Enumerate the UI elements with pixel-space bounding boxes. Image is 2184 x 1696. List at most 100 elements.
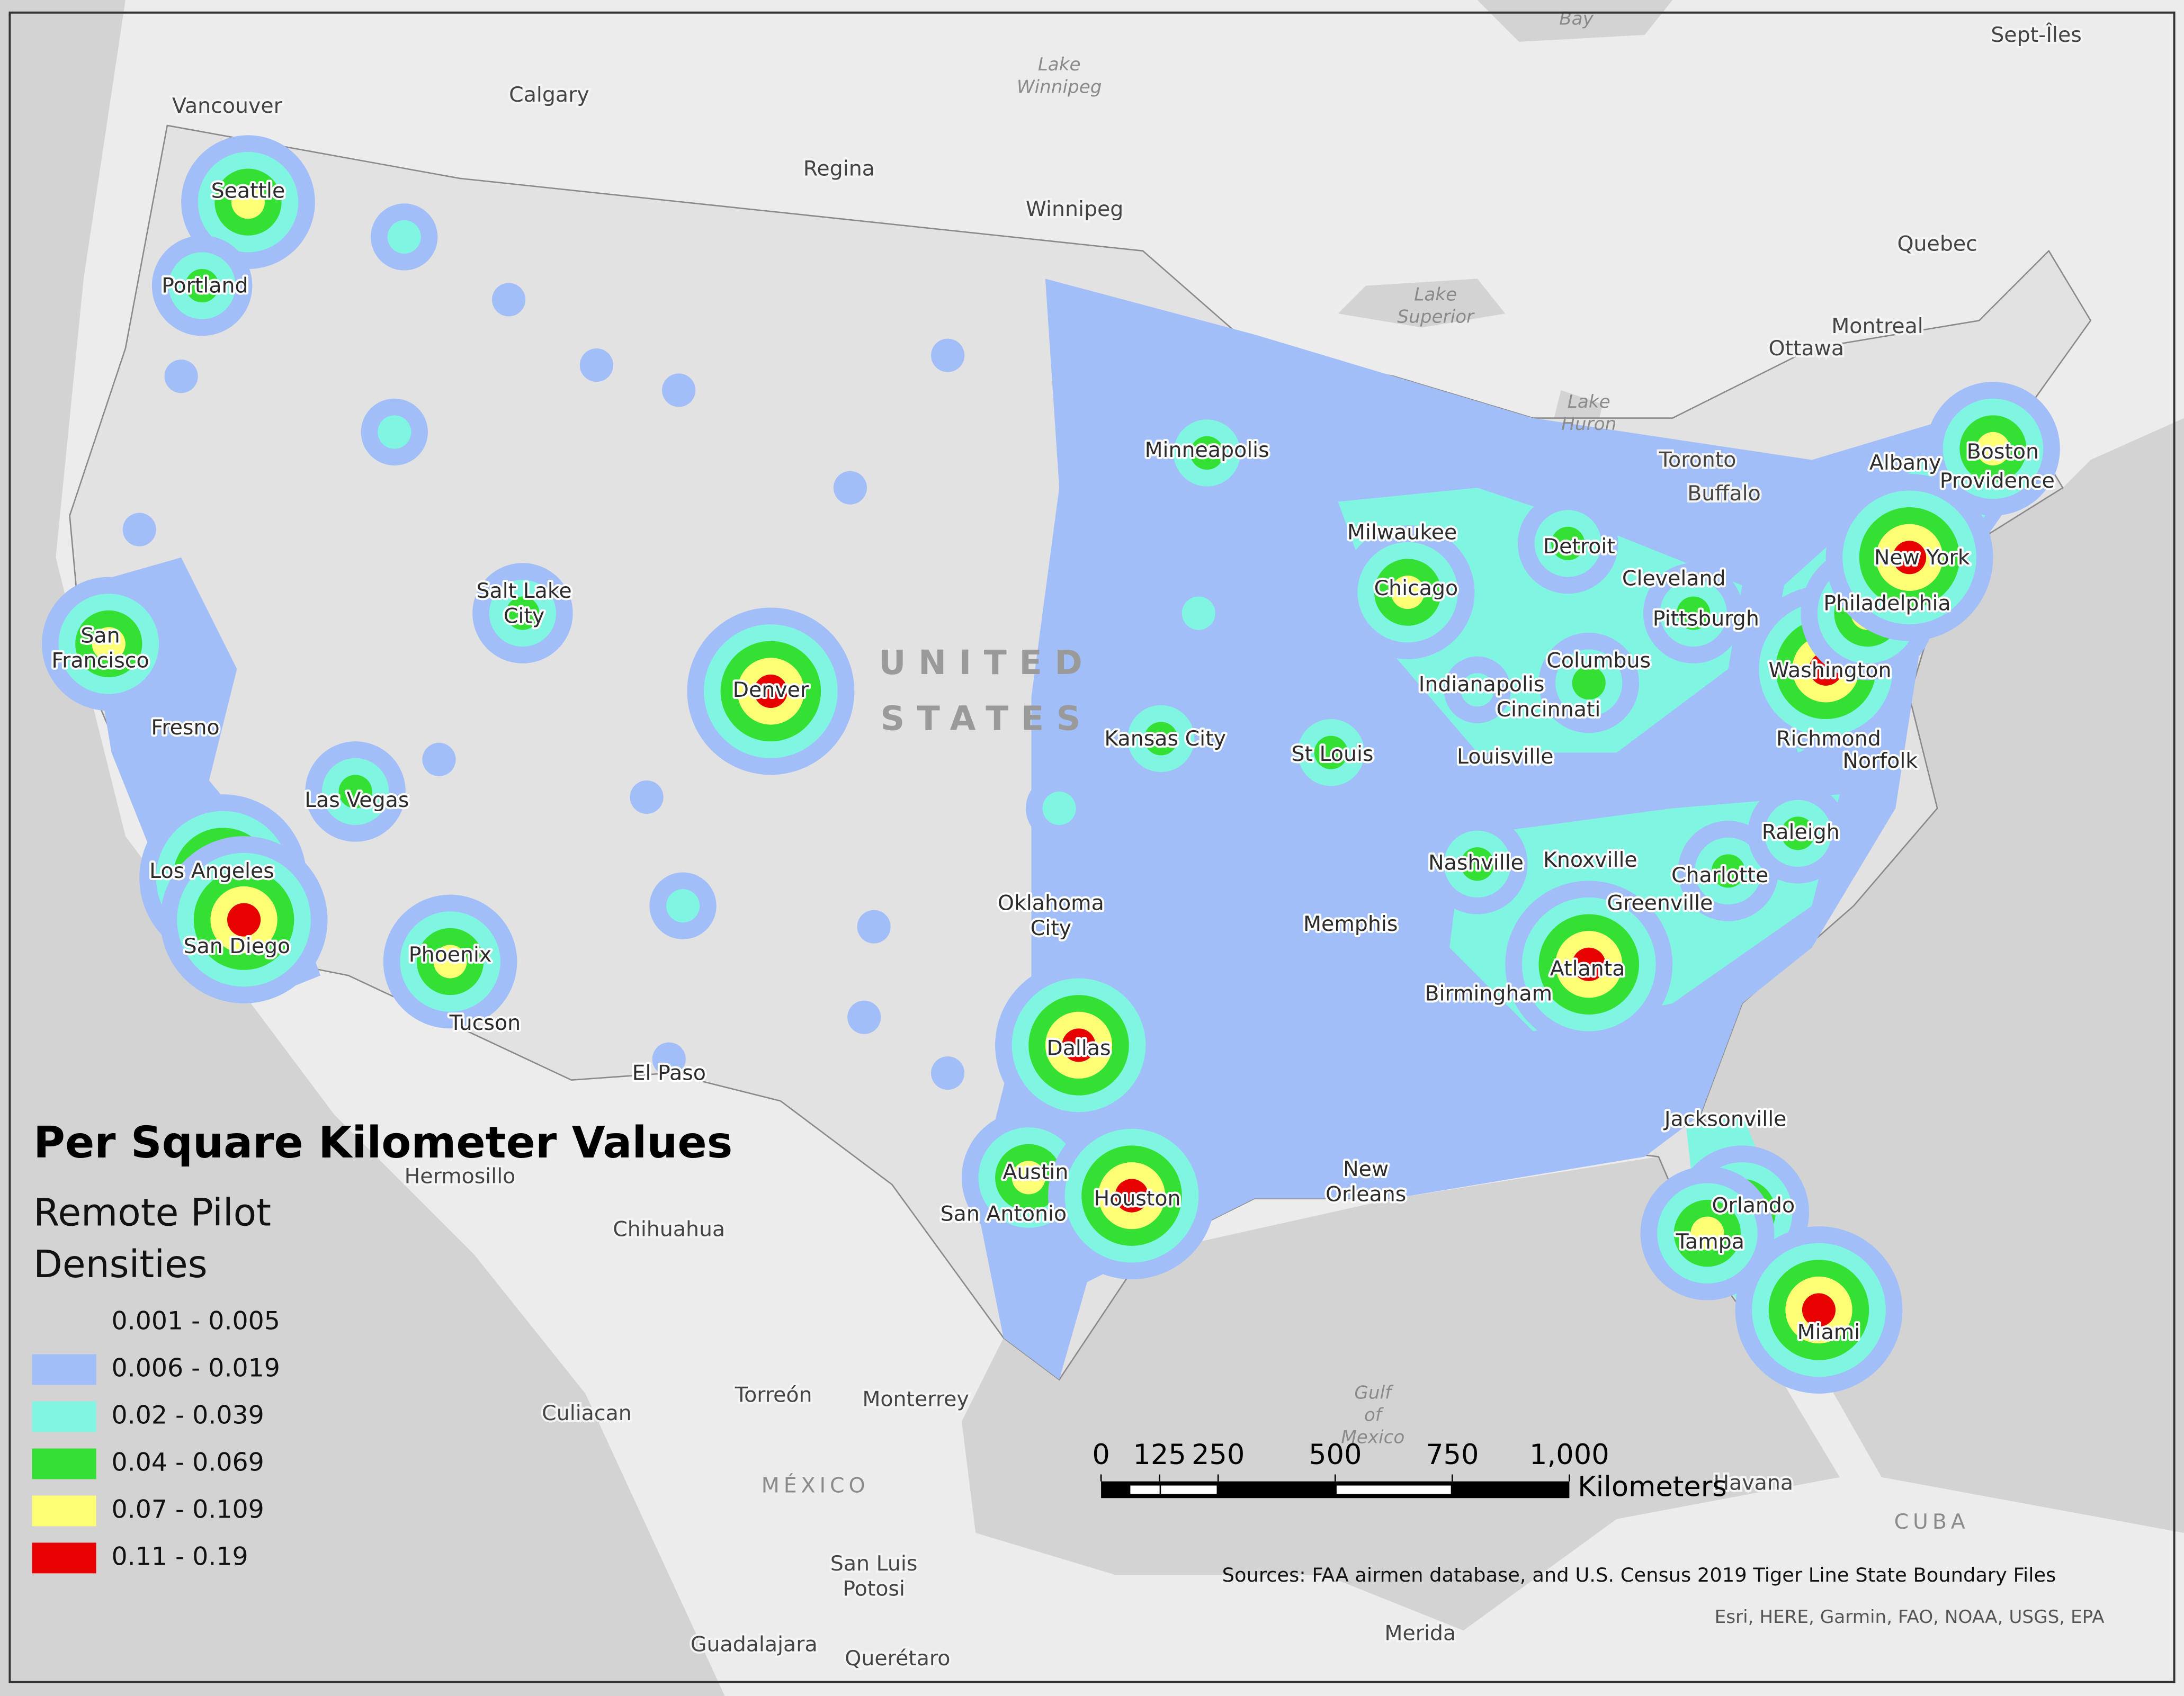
density-ring	[1144, 722, 1178, 756]
place-label: Orleans	[1326, 1182, 1406, 1207]
legend-swatch	[32, 1401, 96, 1432]
density-ring	[847, 1000, 881, 1034]
hudson-bay	[1477, 0, 1673, 42]
density-ring	[1697, 694, 1731, 728]
density-ring	[1572, 666, 1606, 700]
density-ring	[833, 471, 867, 505]
place-label: Toronto	[1659, 448, 1737, 472]
place-label: San Diego	[184, 934, 291, 958]
place-label: Vancouver	[172, 94, 283, 118]
legend-subtitle: Densities	[33, 1242, 208, 1286]
density-ring	[1802, 1293, 1836, 1327]
place-label: Chicago	[1374, 576, 1458, 600]
lake	[1338, 279, 1506, 328]
legend-swatch	[32, 1542, 96, 1574]
density-ring	[666, 889, 700, 923]
density-ring	[1690, 1216, 1724, 1250]
legend-swatch	[32, 1448, 96, 1479]
gulf	[961, 1156, 1840, 1631]
place-label: Minneapolis	[1145, 438, 1269, 462]
place-label: Memphis	[1303, 912, 1398, 936]
legend-title: Per Square Kilometer Values	[33, 1118, 732, 1168]
density-ring	[1042, 791, 1076, 825]
place-label: Potosi	[843, 1576, 905, 1601]
place-label: Salt Lake	[476, 579, 571, 603]
place-label: Phoenix	[409, 943, 492, 967]
place-label: STATES	[881, 698, 1093, 738]
place-label: Oklahoma	[998, 891, 1104, 916]
place-label: Calgary	[509, 83, 589, 107]
place-label: Guadalajara	[691, 1632, 818, 1657]
scale-tick-label: 250	[1192, 1439, 1245, 1471]
density-ring	[164, 360, 198, 393]
scale-tick-label: 1,000	[1529, 1439, 1609, 1471]
place-label: MÉXICO	[762, 1473, 870, 1498]
scale-unit: Kilometers	[1578, 1470, 1727, 1503]
place-label: Winnipeg	[1026, 197, 1124, 221]
place-label: of	[1364, 1404, 1384, 1425]
scale-bar-segment	[1336, 1485, 1451, 1494]
place-label: Orlando	[1712, 1194, 1795, 1218]
density-ring	[1181, 596, 1215, 630]
place-label: Portland	[162, 274, 248, 298]
legend-label: 0.02 - 0.039	[112, 1401, 264, 1430]
place-label: Lake	[1414, 284, 1457, 305]
place-label: Tucson	[449, 1011, 521, 1035]
place-label: Merida	[1384, 1621, 1456, 1646]
density-ring	[1190, 436, 1224, 470]
scale-tick-label: 125	[1133, 1439, 1186, 1471]
place-label: Culiacan	[542, 1401, 632, 1425]
place-label: Tampa	[1675, 1230, 1744, 1254]
place-label: Birmingham	[1425, 982, 1552, 1006]
place-label: Kansas City	[1104, 726, 1226, 751]
legend-label: 0.001 - 0.005	[112, 1307, 280, 1336]
density-ring	[1551, 526, 1585, 561]
density-ring	[1012, 1161, 1045, 1195]
place-label: Pittsburgh	[1653, 607, 1759, 631]
place-label: Greenville	[1607, 891, 1713, 916]
place-label: El Paso	[632, 1061, 706, 1085]
place-label: Raleigh	[1762, 820, 1840, 844]
scale-tick-label: 750	[1426, 1439, 1479, 1471]
place-label: City	[1031, 916, 1071, 940]
density-ring	[378, 415, 411, 449]
place-label: Ottawa	[1768, 336, 1844, 361]
place-label: Buffalo	[1687, 481, 1761, 506]
place-label: Milwaukee	[1347, 521, 1457, 545]
density-ring	[492, 283, 526, 317]
density-ring	[122, 513, 156, 546]
density-ring	[652, 1042, 686, 1076]
density-ring	[231, 185, 265, 219]
place-label: Montreal	[1831, 314, 1923, 338]
place-label: Francisco	[51, 649, 149, 673]
place-label: Las Vegas	[305, 788, 409, 812]
place-label: Columbus	[1546, 649, 1651, 673]
density-ring	[338, 775, 372, 809]
legend-label: 0.006 - 0.019	[112, 1354, 280, 1383]
place-label: Atlanta	[1550, 956, 1625, 981]
legend-swatch	[32, 1495, 96, 1527]
place-label: Winnipeg	[1017, 76, 1102, 97]
density-ring	[1461, 673, 1494, 707]
place-label: San	[80, 623, 120, 648]
place-label: Philadelphia	[1823, 591, 1950, 616]
density-ring	[1711, 854, 1745, 888]
place-label: Bay	[1559, 8, 1594, 29]
legend-subtitle: Remote Pilot	[33, 1190, 271, 1234]
legend-label: 0.11 - 0.19	[112, 1542, 248, 1571]
place-label: Richmond	[1776, 726, 1881, 751]
density-ring	[931, 1056, 965, 1090]
legend-label: 0.04 - 0.069	[112, 1448, 264, 1477]
legend-label: 0.07 - 0.109	[112, 1495, 264, 1524]
scale-tick-label: 0	[1092, 1439, 1109, 1471]
density-ring	[227, 903, 261, 937]
place-label: Fresno	[151, 715, 219, 740]
place-label: Mexico	[1341, 1427, 1404, 1448]
place-label: Norfolk	[1842, 749, 1918, 773]
place-label: City	[504, 604, 544, 628]
attribution: Esri, HERE, Garmin, FAO, NOAA, USGS, EPA	[1715, 1607, 2105, 1628]
density-ring	[185, 268, 219, 303]
